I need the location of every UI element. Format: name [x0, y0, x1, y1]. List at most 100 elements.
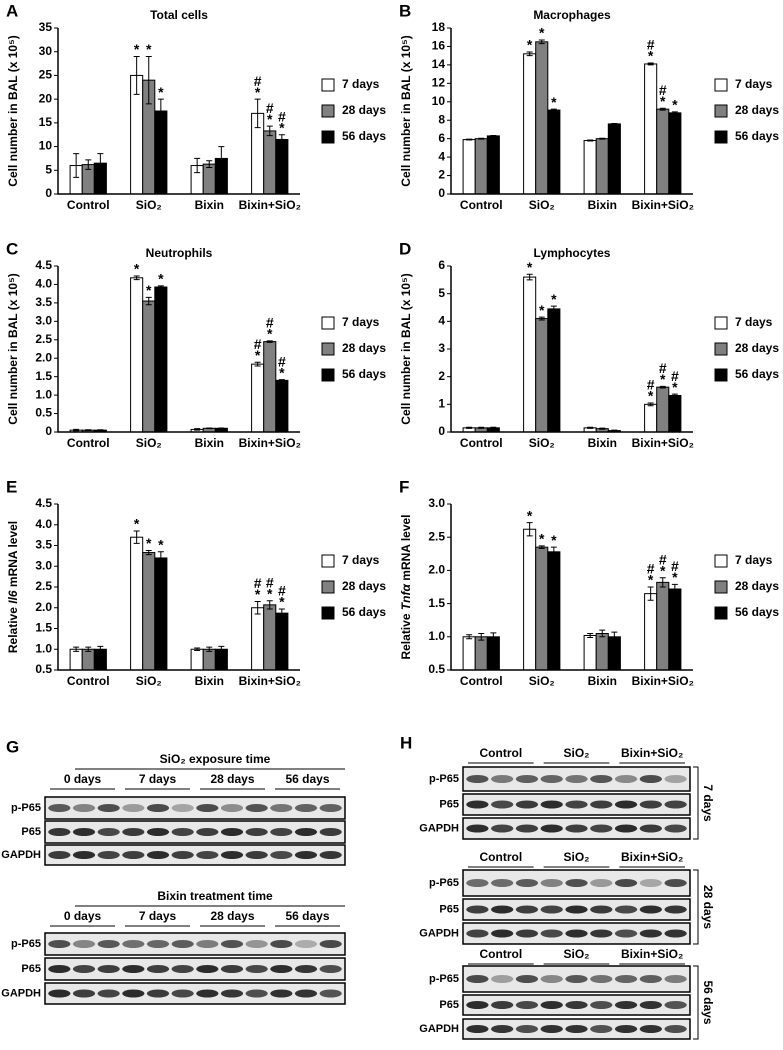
error-bar — [254, 601, 261, 615]
legend-label: 56 days — [342, 605, 386, 619]
blot-band — [664, 1001, 687, 1009]
blot-band — [466, 879, 489, 887]
y-tick-label: 8 — [438, 112, 445, 126]
y-tick-label: 4.0 — [35, 517, 52, 531]
error-bar — [278, 608, 285, 618]
blot-band — [48, 940, 71, 948]
chart-title: Macrophages — [533, 8, 611, 22]
y-tick-label: 0 — [45, 424, 52, 438]
blot-band — [97, 828, 120, 836]
blot-band — [540, 1001, 563, 1009]
y-tick-label: 2.0 — [35, 600, 52, 614]
blot-band — [171, 989, 194, 998]
bar — [535, 546, 549, 671]
bar — [656, 386, 670, 433]
error-bar — [587, 426, 594, 429]
y-tick-label: 2.0 — [428, 563, 445, 577]
error-bar — [157, 98, 164, 124]
x-tick-label: Bixin+SiO₂ — [239, 674, 301, 688]
chart-title: Lymphocytes — [534, 246, 611, 260]
panel-label: F — [399, 477, 409, 496]
bar — [523, 276, 537, 433]
y-tick-label: 2.5 — [428, 529, 445, 543]
bar — [486, 636, 500, 671]
x-tick-label: Bixin — [588, 436, 617, 450]
legend-label: 56 days — [342, 129, 386, 143]
blot-band — [664, 905, 687, 914]
significance-mark: * — [255, 347, 261, 363]
significance-mark: * — [527, 259, 533, 275]
blot-band — [319, 804, 342, 812]
blot-band — [196, 804, 219, 812]
row-label: P65 — [21, 826, 41, 838]
bar — [644, 593, 658, 671]
row-label: p-P65 — [429, 773, 459, 785]
axes — [450, 28, 693, 195]
blot-band — [639, 1025, 662, 1033]
row-label: p-P65 — [429, 877, 459, 889]
y-tick-label: 3.0 — [428, 496, 445, 510]
y-axis-label-part: Il6 — [6, 590, 20, 604]
y-tick-label: 12 — [432, 76, 446, 90]
blot-band — [491, 1001, 514, 1009]
blot-title: Bixin treatment time — [157, 889, 273, 903]
blot-band — [540, 905, 563, 914]
bar — [595, 632, 609, 671]
blot-band — [515, 975, 539, 983]
y-tick-label: 10 — [432, 94, 446, 108]
significance-mark: * — [551, 532, 557, 548]
error-bar — [73, 646, 80, 652]
significance-mark: * — [527, 37, 533, 53]
group-label: Control — [480, 947, 523, 961]
blot-frame — [44, 957, 346, 981]
y-tick-label: 0 — [45, 186, 52, 200]
side-bracket — [693, 869, 699, 945]
x-tick-label: SiO₂ — [136, 198, 162, 212]
legend-label: 28 days — [342, 103, 386, 117]
blot-frame — [44, 982, 346, 1005]
blot-band — [294, 851, 318, 859]
group-label: 0 days — [64, 909, 102, 923]
x-tick-label: Bixin+SiO₂ — [632, 198, 694, 212]
blot-band — [122, 940, 145, 948]
blot-band — [72, 804, 96, 812]
significance-mark: # — [278, 108, 286, 124]
error-bar — [133, 55, 140, 95]
legend-swatch — [321, 316, 335, 330]
blot-band — [590, 905, 613, 914]
blot-band — [491, 905, 514, 914]
y-axis-label-part: Tnfα — [399, 584, 413, 611]
bar — [656, 581, 670, 671]
error-bar — [671, 111, 678, 115]
significance-mark: * — [660, 562, 666, 578]
x-tick-label: SiO₂ — [529, 436, 555, 450]
error-bar — [73, 153, 80, 178]
x-tick-label: SiO₂ — [136, 436, 162, 450]
significance-mark: * — [158, 271, 164, 287]
blot-band — [664, 929, 687, 938]
blot-band — [171, 851, 194, 859]
bar — [462, 636, 476, 671]
blot-band — [590, 975, 613, 983]
y-tick-label: 4.5 — [35, 496, 52, 510]
error-bar — [587, 632, 594, 638]
bar — [275, 612, 289, 671]
legend-swatch — [321, 78, 335, 92]
y-axis-label: Cell number in BAL (x 10⁵) — [399, 35, 413, 186]
legend-swatch — [321, 130, 335, 144]
blot-band — [220, 828, 244, 836]
error-bar — [97, 645, 104, 653]
error-bar — [611, 122, 618, 125]
error-bar — [278, 379, 285, 382]
row-label: p-P65 — [11, 938, 41, 950]
significance-mark: # — [659, 360, 667, 376]
significance-mark: * — [648, 572, 654, 588]
error-bar — [254, 361, 261, 367]
blot-band — [515, 905, 539, 914]
blot-band — [270, 851, 293, 859]
blot-band — [220, 940, 244, 948]
x-tick-label: SiO₂ — [136, 674, 162, 688]
blot-band — [48, 989, 71, 998]
bar — [486, 135, 500, 195]
error-bar — [466, 138, 473, 141]
